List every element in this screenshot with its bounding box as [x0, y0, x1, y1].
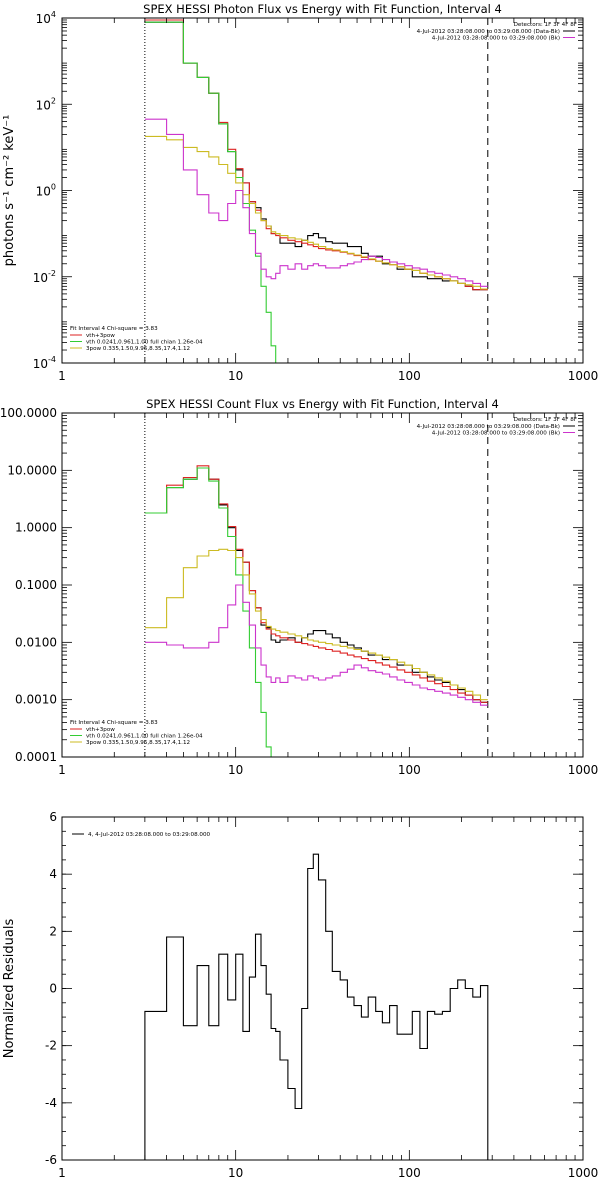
x-tick-label: 100: [398, 369, 421, 383]
y-tick-label: 0.0100: [15, 635, 57, 649]
x-tick-label: 10: [228, 763, 243, 777]
y-tick-label: 0.1000: [15, 578, 57, 592]
plot-frame: [61, 17, 584, 364]
x-tick-label: 1: [58, 1166, 66, 1180]
x-tick-label: 1: [58, 763, 66, 777]
legend-entry: 4-Jul-2012 03:28:08.000 to 03:29:08.000 …: [432, 431, 560, 437]
y-tick-label: -4: [45, 1096, 57, 1110]
series-line-0: [144, 21, 488, 291]
legend-entry: 4-Jul-2012 03:28:08.000 to 03:29:08.000 …: [417, 424, 560, 430]
fit-legend-entry: vth 0.0241,0.961,1.00 full chian 1.26e-0…: [86, 340, 203, 346]
y-tick-label: 10-4: [33, 355, 56, 371]
y-axis-label: Normalized Residuals: [2, 919, 17, 1059]
series-line-1: [144, 19, 488, 291]
series-line-1: [144, 465, 488, 703]
y-tick-label: 0: [49, 982, 57, 996]
legend-header: Detectors: 1F 3F 4F 8F: [514, 417, 577, 423]
series-line-0: [144, 467, 488, 703]
y-tick-label: 100.0000: [0, 406, 57, 420]
y-tick-label: 100: [36, 183, 56, 199]
chart-title: SPEX HESSI Photon Flux vs Energy with Fi…: [143, 2, 502, 16]
legend-header: Detectors: 1F 3F 4F 8F: [514, 22, 577, 28]
count-flux-plot: SPEX HESSI Count Flux vs Energy with Fit…: [0, 397, 599, 777]
legend-entry: 4-Jul-2012 03:28:08.000 to 03:29:08.000 …: [417, 29, 560, 35]
y-tick-label: 2: [49, 924, 57, 938]
fit-legend-entry: vth+3pow: [86, 333, 115, 339]
y-tick-label: 4: [49, 867, 57, 881]
series-line-3: [144, 135, 488, 290]
y-tick-label: 104: [36, 10, 56, 26]
y-tick-label: 102: [36, 96, 56, 112]
y-tick-label: 10.0000: [7, 463, 57, 477]
residuals-plot: 1 10 100 1000 -6 -4 -2 0 2 4 6 Normalized Residuals…: [2, 810, 598, 1180]
chart-title: SPEX HESSI Count Flux vs Energy with Fit…: [146, 397, 499, 411]
fit-legend-entry: 3pow 0.335,1.50,9.96,8.35,17.4,1.12: [86, 346, 190, 352]
plot-frame: [61, 412, 584, 758]
x-tick-label: 100: [398, 1166, 421, 1180]
y-tick-label: 0.0010: [15, 693, 57, 707]
series-line-2: [144, 467, 272, 757]
photon-flux-plot: SPEX HESSI Photon Flux vs Energy with Fi…: [2, 2, 599, 383]
x-tick-label: 1000: [568, 369, 599, 383]
legend-entry: 4, 4-Jul-2012 03:28:08.000 to 03:29:08.0…: [88, 832, 211, 838]
x-tick-label: 100: [398, 763, 421, 777]
y-tick-label: 1.0000: [15, 521, 57, 535]
fit-legend-entry: vth+3pow: [86, 727, 115, 733]
y-tick-label: 6: [49, 810, 57, 824]
fit-legend-entry: vth 0.0241,0.961,1.00 full chian 1.26e-0…: [86, 734, 203, 740]
series-line-4: [144, 584, 488, 706]
y-axis-label: photons s⁻¹ cm⁻² keV⁻¹: [2, 115, 17, 267]
plot-frame: [61, 816, 584, 1161]
series-line-0: [144, 853, 489, 1160]
fit-legend-header: Fit Interval 4 Chi-square = 3.83: [70, 326, 158, 332]
y-tick-label: 10-2: [33, 269, 56, 285]
x-tick-label: 1000: [568, 1166, 599, 1180]
fit-legend-header: Fit Interval 4 Chi-square = 3.83: [70, 720, 158, 726]
x-tick-label: 1: [58, 369, 66, 383]
x-tick-label: 10: [228, 1166, 243, 1180]
y-tick-label: 0.0001: [15, 750, 57, 764]
x-tick-label: 10: [228, 369, 243, 383]
y-tick-label: -2: [45, 1039, 57, 1053]
series-line-3: [144, 548, 488, 701]
y-tick-label: -6: [45, 1153, 57, 1167]
legend-entry: 4-Jul-2012 03:28:08.000 to 03:29:08.000 …: [432, 36, 560, 42]
series-line-4: [144, 118, 488, 287]
x-tick-label: 1000: [568, 763, 599, 777]
fit-legend-entry: 3pow 0.335,1.50,9.96,8.35,17.4,1.12: [86, 740, 190, 746]
